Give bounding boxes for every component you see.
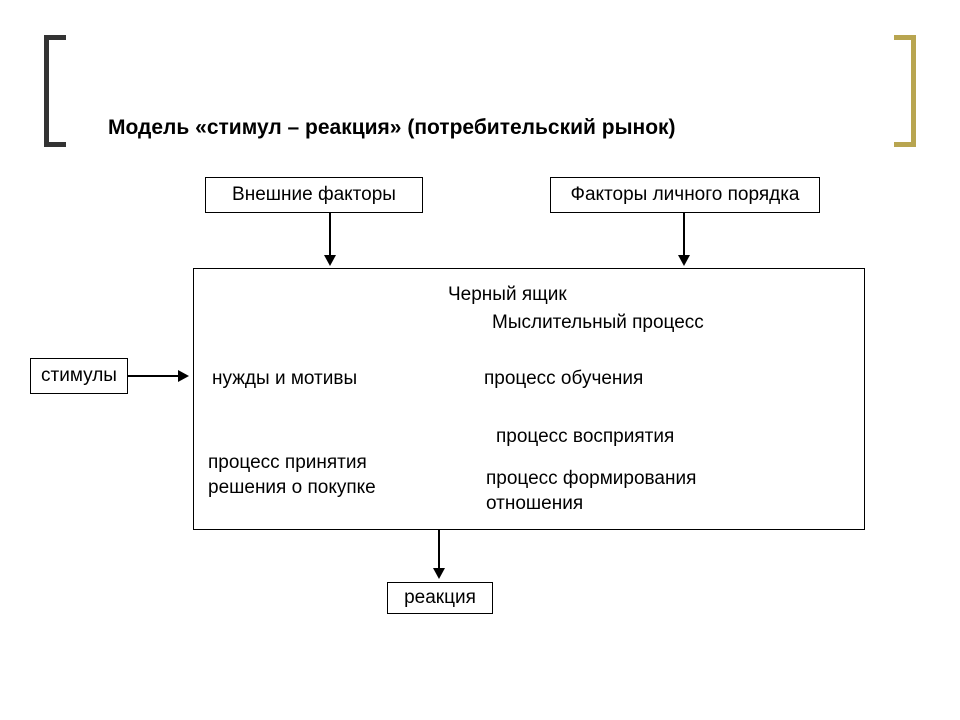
black-box-subtitle: Мыслительный процесс: [492, 311, 704, 336]
node-external-factors: Внешние факторы: [205, 177, 423, 213]
bracket-right-decoration: [894, 35, 916, 147]
node-black-box: Черный ящик Мыслительный процесс нужды и…: [193, 268, 865, 530]
black-box-left-item: нужды и мотивы: [212, 367, 357, 392]
arrow-head-icon: [678, 255, 690, 266]
arrow-stimuli-to-blackbox: [128, 375, 178, 377]
node-stimuli: стимулы: [30, 358, 128, 394]
node-reaction: реакция: [387, 582, 493, 614]
black-box-right-item: процесс восприятия: [496, 425, 674, 450]
arrow-head-icon: [178, 370, 189, 382]
arrow-external-to-blackbox: [329, 213, 331, 255]
black-box-title: Черный ящик: [448, 283, 567, 308]
black-box-left-item: процесс принятия решения о покупке: [208, 451, 376, 500]
black-box-right-item: процесс обучения: [484, 367, 643, 392]
bracket-left-decoration: [44, 35, 66, 147]
black-box-right-item: процесс формирования отношения: [486, 467, 696, 516]
arrow-head-icon: [324, 255, 336, 266]
arrow-blackbox-to-reaction: [438, 530, 440, 568]
arrow-personal-to-blackbox: [683, 213, 685, 255]
node-label: стимулы: [41, 365, 117, 387]
node-personal-factors: Факторы личного порядка: [550, 177, 820, 213]
node-label: реакция: [404, 587, 476, 609]
diagram-title: Модель «стимул – реакция» (потребительск…: [108, 116, 676, 140]
node-label: Внешние факторы: [232, 184, 396, 206]
node-label: Факторы личного порядка: [571, 184, 800, 206]
arrow-head-icon: [433, 568, 445, 579]
